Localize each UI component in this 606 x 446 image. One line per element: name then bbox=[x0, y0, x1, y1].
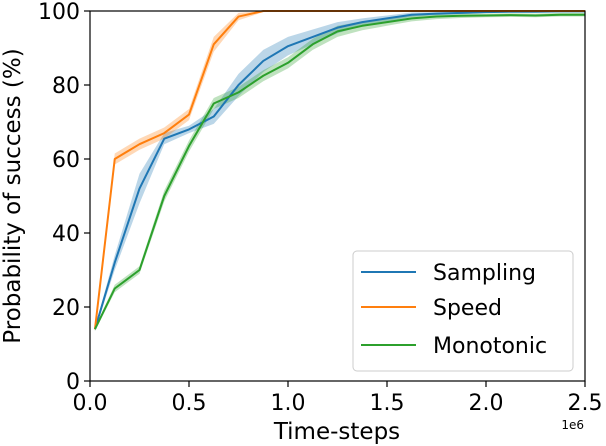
x-tick-label: 0.5 bbox=[172, 391, 207, 416]
x-tick-label: 0.0 bbox=[73, 391, 108, 416]
y-axis: 0 20 40 60 80 100 bbox=[38, 0, 90, 395]
x-tick-label: 2.0 bbox=[469, 391, 504, 416]
y-tick-label: 80 bbox=[52, 74, 80, 99]
x-axis-label: Time-steps bbox=[273, 419, 400, 445]
y-tick-label: 100 bbox=[38, 0, 80, 25]
legend-label-speed: Speed bbox=[433, 296, 502, 321]
x-axis-offset-label: 1e6 bbox=[561, 418, 584, 432]
legend-label-monotonic: Monotonic bbox=[433, 334, 547, 359]
legend: Sampling Speed Monotonic bbox=[352, 250, 574, 372]
x-axis: 0.0 0.5 1.0 1.5 2.0 2.5 bbox=[73, 381, 603, 416]
series-line-monotonic bbox=[94, 13, 585, 330]
y-tick-label: 20 bbox=[52, 296, 80, 321]
x-tick-label: 1.0 bbox=[271, 391, 306, 416]
y-axis-label: Probability of success (%) bbox=[0, 48, 26, 343]
y-tick-label: 0 bbox=[66, 370, 80, 395]
legend-label-sampling: Sampling bbox=[433, 261, 536, 286]
x-tick-label: 2.5 bbox=[568, 391, 603, 416]
x-tick-label: 1.5 bbox=[370, 391, 405, 416]
y-tick-label: 40 bbox=[52, 222, 80, 247]
y-tick-label: 60 bbox=[52, 148, 80, 173]
legend-box bbox=[352, 250, 574, 372]
plot-frame bbox=[89, 10, 586, 382]
